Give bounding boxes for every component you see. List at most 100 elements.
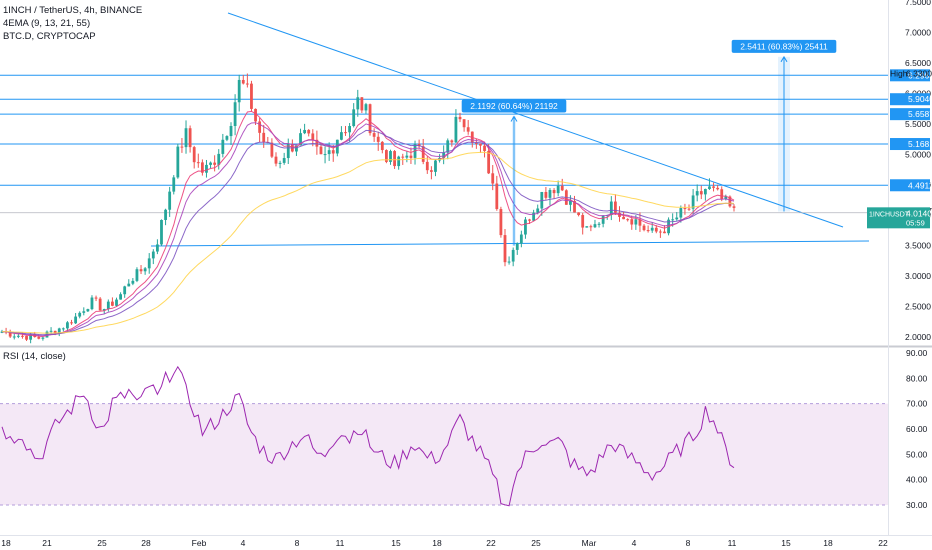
candle-body xyxy=(597,223,601,225)
candle-body xyxy=(111,301,114,306)
candle-body xyxy=(638,219,642,226)
candle xyxy=(303,123,307,135)
candle-body xyxy=(16,335,20,337)
measure-1-arrowhead xyxy=(510,115,518,122)
horizontal-levels[interactable] xyxy=(0,74,888,214)
rsi-tick-label: 30.00 xyxy=(906,500,928,510)
candle xyxy=(728,195,732,208)
candle-body xyxy=(143,268,147,272)
candle xyxy=(442,145,446,165)
trend-lines[interactable] xyxy=(150,12,870,247)
candle-body xyxy=(229,125,233,137)
candle-body xyxy=(389,151,392,162)
candle-body xyxy=(303,129,307,134)
candle-body xyxy=(712,186,715,188)
candle-body xyxy=(650,227,654,231)
candle-body xyxy=(86,309,90,312)
candle xyxy=(274,152,278,167)
candle xyxy=(479,143,482,154)
symbol-legend[interactable]: 1INCH / TetherUS, 4h, BINANCE xyxy=(3,5,143,16)
y-tick-label: 7.5000 xyxy=(905,0,931,7)
candle-body xyxy=(450,140,454,143)
candle xyxy=(94,295,98,302)
candle-body xyxy=(429,170,433,172)
candle-body xyxy=(315,139,319,147)
candle xyxy=(614,194,617,215)
x-tick-label: 22 xyxy=(878,538,888,548)
time-axis[interactable]: 18 21 25 28 Feb 4 8 11 15 18 22 25 Mar 4 8 11 15 18 22 xyxy=(0,535,932,549)
candle xyxy=(356,89,360,117)
candle-body xyxy=(168,191,172,210)
candle-body xyxy=(675,217,679,220)
candle-body xyxy=(155,244,159,252)
candle-body xyxy=(368,104,372,134)
candle-body xyxy=(139,269,143,272)
candle xyxy=(646,225,650,233)
candle-body xyxy=(233,102,237,126)
candle-body xyxy=(352,109,356,127)
btcd-legend[interactable]: BTC.D, CRYPTOCAP xyxy=(3,31,96,42)
candle-body xyxy=(61,328,65,330)
candle xyxy=(515,242,519,255)
candle-body xyxy=(53,330,57,334)
rsi-tick-label: 60.00 xyxy=(906,424,928,434)
candle xyxy=(503,229,507,267)
candle xyxy=(209,161,212,169)
candle-body xyxy=(507,261,511,263)
rsi-legend[interactable]: RSI (14, close) xyxy=(3,351,66,362)
candle xyxy=(720,186,724,202)
candle-body xyxy=(646,230,650,232)
candle-body xyxy=(679,208,683,218)
level-price-tag-bg xyxy=(890,69,930,82)
measure-2-label: 2.5411 (60.83%) 25411 xyxy=(740,41,828,51)
candle xyxy=(385,149,388,164)
rsi-tick-label: 40.00 xyxy=(906,475,928,485)
ema-legend[interactable]: 4EMA (9, 13, 21, 55) xyxy=(3,18,91,29)
candle xyxy=(319,145,323,155)
candle xyxy=(581,212,585,235)
candle xyxy=(16,333,20,339)
candle xyxy=(597,222,601,228)
high-value: 6.3300 xyxy=(906,68,932,78)
candle xyxy=(524,217,527,239)
price-axis[interactable]: 2.00002.50003.00003.50004.00004.50005.00… xyxy=(867,0,932,535)
candle-body xyxy=(581,215,585,228)
rsi-tick-label: 50.00 xyxy=(906,449,928,459)
candle-body xyxy=(695,191,699,196)
candle-body xyxy=(515,243,519,250)
candle xyxy=(491,165,495,191)
candle-body xyxy=(716,187,720,190)
candle-body xyxy=(663,231,666,234)
candle xyxy=(405,151,409,163)
candle xyxy=(699,185,703,200)
candle xyxy=(147,253,151,274)
candle xyxy=(270,138,274,159)
candle-body xyxy=(217,153,221,165)
high-label: High xyxy=(890,68,908,78)
candle-body xyxy=(479,143,482,146)
level-price-tag: 6.2964 xyxy=(890,69,932,82)
candle-body xyxy=(401,156,405,158)
candle xyxy=(237,74,241,112)
x-tick-label: 8 xyxy=(686,538,691,548)
x-tick-label: 21 xyxy=(42,538,52,548)
candle-body xyxy=(609,201,613,215)
candle-body xyxy=(213,162,217,165)
candle xyxy=(61,327,65,332)
symbol-tag: 1INCHUSDT xyxy=(869,211,910,218)
candle-body xyxy=(147,258,151,269)
candle xyxy=(119,292,122,300)
y-tick-label: 2.5000 xyxy=(905,302,931,312)
rsi-tick-label: 90.00 xyxy=(906,348,928,358)
candle xyxy=(307,129,311,137)
candle-body xyxy=(241,79,245,84)
descending-trendline xyxy=(227,12,844,228)
rsi-band-fill xyxy=(0,403,888,505)
measure-tools[interactable]: 2.1192 (60.64%) 21192 2.5411 (60.83%) 254… xyxy=(461,39,837,246)
candle-body xyxy=(519,234,523,244)
candle-body xyxy=(192,147,196,163)
candle-body xyxy=(499,209,503,236)
candle-body xyxy=(180,146,184,148)
candle-body xyxy=(160,219,163,245)
